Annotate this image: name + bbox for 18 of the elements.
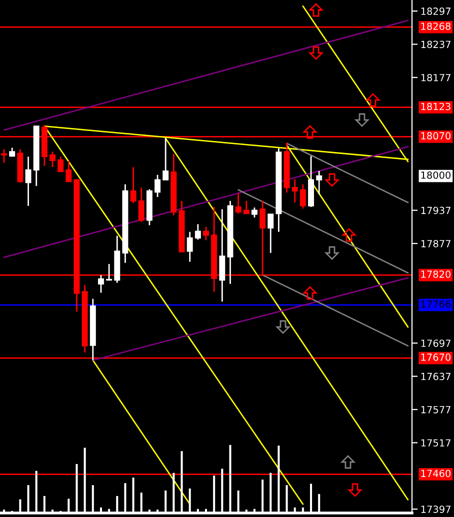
ref-line-label: 17766 [421, 300, 451, 308]
y-tick-label: 17697 [421, 340, 450, 347]
ref-line-label: 18070 [421, 132, 451, 140]
ref-line-label: 17820 [421, 270, 451, 278]
y-tick-label: 17937 [421, 206, 450, 214]
y-tick-label: 17517 [421, 439, 450, 447]
y-tick-label: 17577 [421, 406, 450, 414]
ref-line-label: 17670 [421, 354, 451, 361]
y-tick-label: 18177 [421, 74, 450, 82]
y-tick-label: 18237 [421, 40, 450, 48]
y-tick-label: 17397 [421, 506, 450, 513]
text: 18000 [421, 171, 451, 179]
y-tick-label: 17877 [421, 240, 450, 248]
ref-line-label: 18268 [421, 22, 451, 30]
ref-line-label: 18123 [421, 102, 450, 110]
y-tick-label: 17637 [421, 372, 450, 380]
ref-line-label: 17460 [421, 470, 451, 478]
y-tick-label: 18297 [421, 8, 450, 15]
